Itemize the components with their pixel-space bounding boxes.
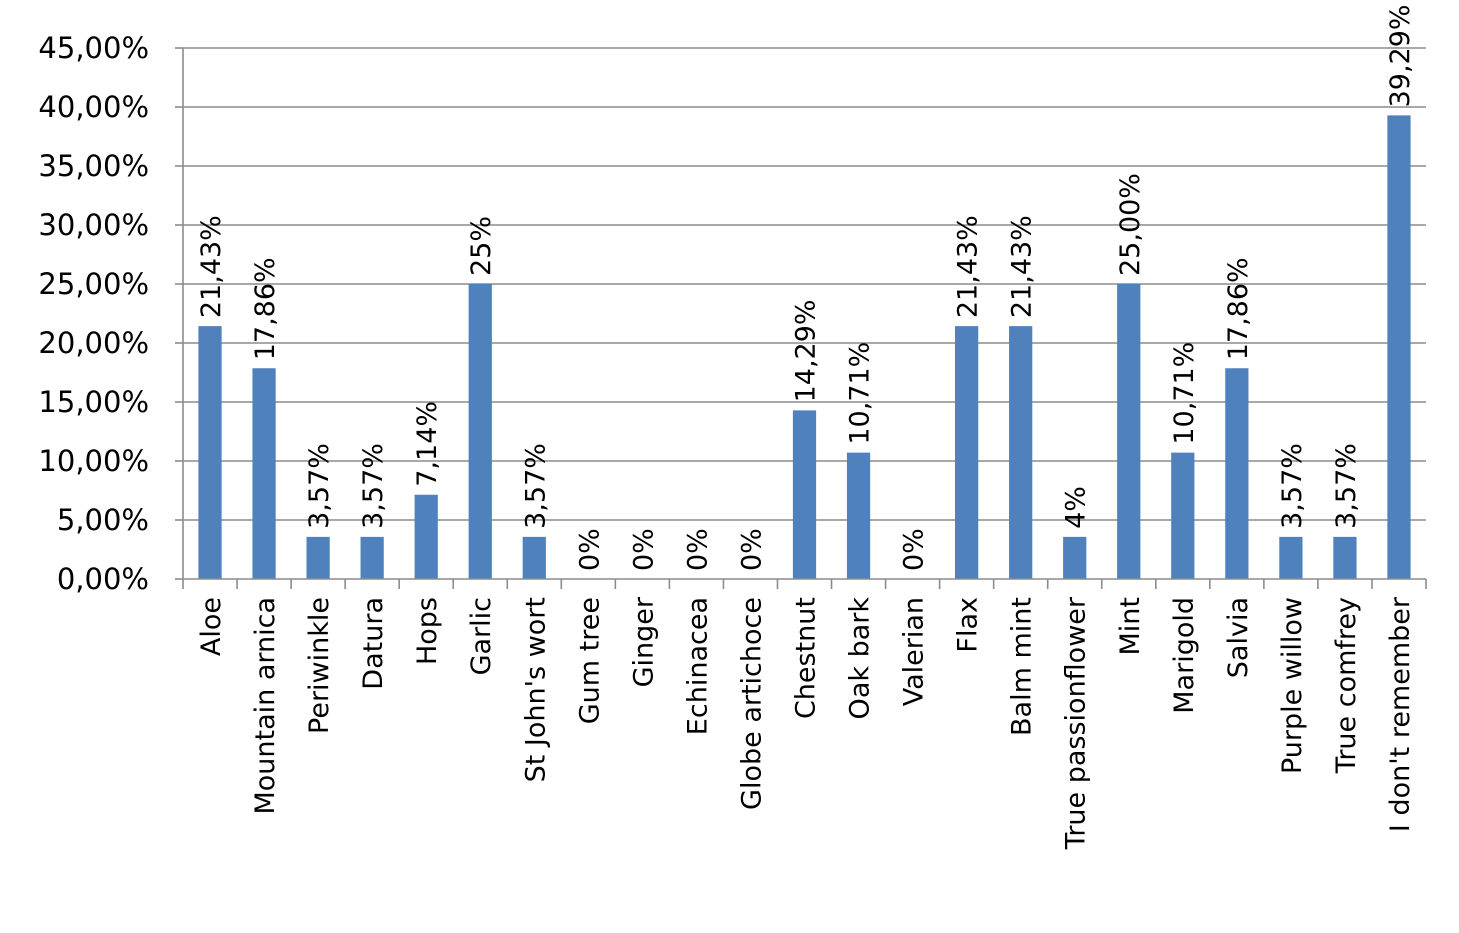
y-tick-label: 20,00%	[38, 326, 149, 360]
category-label: True comfrey	[1331, 597, 1362, 774]
category-label: Gum tree	[574, 597, 605, 724]
bar	[1387, 115, 1411, 580]
y-tick-label: 10,00%	[38, 444, 149, 478]
data-label: 17,86%	[250, 257, 281, 360]
category-label: I don't remember	[1385, 596, 1416, 832]
data-label: 3,57%	[358, 443, 389, 529]
bar	[522, 536, 546, 579]
data-label: 17,86%	[1223, 257, 1254, 360]
bar	[252, 368, 276, 579]
category-label: Hops	[412, 597, 443, 665]
bar	[360, 536, 384, 579]
data-label: 0%	[682, 528, 713, 571]
bar	[1333, 536, 1357, 579]
category-label: Balm mint	[1007, 597, 1038, 736]
category-label: St John's wort	[520, 597, 551, 782]
data-label: 39,29%	[1385, 4, 1416, 107]
y-tick-label: 30,00%	[38, 208, 149, 242]
category-label: Oak bark	[845, 597, 876, 720]
y-tick-label: 45,00%	[38, 31, 149, 65]
category-label: Echinacea	[682, 597, 713, 735]
category-label: Flax	[953, 597, 984, 653]
data-label: 7,14%	[412, 401, 443, 487]
data-label: 3,57%	[304, 443, 335, 529]
category-label: Datura	[358, 597, 389, 690]
category-label: Purple willow	[1277, 597, 1308, 774]
data-label: 14,29%	[791, 299, 822, 402]
category-label: Ginger	[628, 596, 659, 687]
y-tick-label: 0,00%	[57, 562, 149, 596]
category-label: Mountain arnica	[250, 597, 281, 815]
data-label: 21,43%	[953, 215, 984, 318]
axes	[175, 47, 1427, 589]
data-label: 4%	[1061, 486, 1092, 529]
bar	[414, 494, 438, 579]
bar	[1009, 326, 1033, 579]
y-tick-label: 5,00%	[57, 503, 149, 537]
y-tick-label: 15,00%	[38, 385, 149, 419]
category-label: Salvia	[1223, 597, 1254, 678]
bar	[1225, 368, 1249, 579]
data-label: 3,57%	[1331, 443, 1362, 529]
data-label: 3,57%	[520, 443, 551, 529]
category-label: Aloe	[196, 597, 227, 656]
data-label: 25%	[466, 216, 497, 276]
data-label: 0%	[628, 528, 659, 571]
bar	[846, 452, 871, 579]
category-labels: Aloe Mountain arnica Periwinkle Datura Hops G…	[196, 596, 1416, 850]
data-label: 10,71%	[845, 342, 876, 445]
bar	[1279, 536, 1303, 579]
data-label: 0%	[574, 528, 605, 571]
category-label: Globe artichoce	[736, 597, 767, 810]
data-label: 3,57%	[1277, 443, 1308, 529]
category-label: True passionflower	[1061, 596, 1092, 850]
gridlines	[183, 47, 1426, 521]
bar	[1117, 284, 1141, 579]
y-tick-label: 25,00%	[38, 267, 149, 301]
bar	[955, 326, 979, 579]
data-label: 21,43%	[196, 215, 227, 318]
bar	[198, 326, 222, 579]
bar	[468, 284, 492, 579]
category-label: Valerian	[899, 597, 930, 706]
y-tick-label: 35,00%	[38, 149, 149, 183]
bars	[198, 115, 1411, 580]
data-label: 10,71%	[1169, 342, 1200, 445]
category-label: Chestnut	[791, 597, 822, 719]
category-label: Mint	[1115, 597, 1146, 656]
y-axis-tick-labels: 0,00% 5,00% 10,00% 15,00% 20,00% 25,00% 30,00%…	[38, 31, 149, 596]
bar	[792, 410, 817, 579]
bar	[1063, 536, 1087, 579]
data-label: 21,43%	[1007, 215, 1038, 318]
data-label: 0%	[899, 528, 930, 571]
y-tick-label: 40,00%	[38, 90, 149, 124]
bar	[1171, 452, 1195, 579]
bar	[306, 536, 330, 579]
data-labels: 21,43% 17,86% 3,57% 3,57% 7,14% 25% 3,57% 0% 0% 0…	[196, 4, 1416, 571]
data-label: 25,00%	[1115, 173, 1146, 276]
category-label: Garlic	[466, 597, 497, 675]
category-label: Marigold	[1169, 597, 1200, 714]
data-label: 0%	[736, 528, 767, 571]
category-label: Periwinkle	[304, 597, 335, 734]
